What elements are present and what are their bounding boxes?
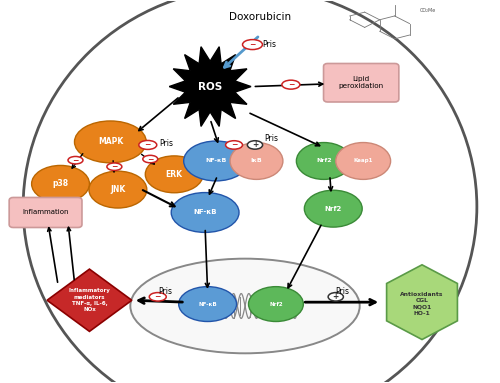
Ellipse shape	[226, 141, 242, 149]
Text: Pris: Pris	[264, 134, 278, 143]
Ellipse shape	[248, 286, 304, 321]
FancyBboxPatch shape	[324, 64, 399, 102]
Ellipse shape	[74, 121, 146, 163]
Ellipse shape	[150, 293, 166, 301]
Text: Nrf2: Nrf2	[269, 301, 282, 306]
Text: Pris: Pris	[262, 40, 276, 49]
Text: +: +	[332, 292, 339, 301]
Text: Lipid
peroxidation: Lipid peroxidation	[338, 76, 384, 89]
Text: −: −	[147, 155, 154, 164]
Ellipse shape	[107, 163, 122, 170]
Text: −: −	[231, 141, 237, 149]
Ellipse shape	[23, 0, 477, 383]
Text: Nrf2: Nrf2	[324, 206, 342, 212]
Ellipse shape	[89, 171, 147, 208]
Text: −: −	[250, 40, 256, 49]
Ellipse shape	[304, 190, 362, 227]
Text: Pris: Pris	[335, 287, 349, 296]
Text: Pris: Pris	[158, 287, 172, 296]
Ellipse shape	[178, 286, 236, 321]
Text: MAPK: MAPK	[98, 137, 123, 146]
Ellipse shape	[32, 165, 90, 202]
Text: −: −	[154, 292, 161, 301]
Ellipse shape	[282, 80, 300, 89]
Text: ERK: ERK	[166, 170, 182, 179]
Ellipse shape	[328, 293, 344, 301]
Text: CO₂Me: CO₂Me	[420, 8, 436, 13]
Text: JNK: JNK	[110, 185, 126, 194]
Text: NF-κB: NF-κB	[194, 210, 217, 216]
Text: Antioxidants
CGL
NQO1
HO-1: Antioxidants CGL NQO1 HO-1	[400, 292, 444, 316]
Text: −: −	[288, 80, 294, 89]
Text: Inflammatory
mediators
TNF-α, IL-6,
NOx: Inflammatory mediators TNF-α, IL-6, NOx	[68, 288, 110, 312]
Text: Inflammation: Inflammation	[22, 210, 69, 216]
Text: NF-κB: NF-κB	[206, 159, 227, 164]
Polygon shape	[169, 47, 251, 126]
Text: ROS: ROS	[198, 82, 222, 92]
Text: Doxorubicin: Doxorubicin	[229, 12, 291, 22]
Text: p38: p38	[52, 179, 68, 188]
Ellipse shape	[143, 155, 158, 163]
Polygon shape	[386, 265, 458, 340]
Ellipse shape	[248, 141, 262, 149]
Text: −: −	[111, 162, 117, 171]
FancyBboxPatch shape	[9, 198, 82, 228]
Polygon shape	[47, 269, 132, 331]
Text: −: −	[144, 141, 151, 149]
Ellipse shape	[230, 142, 283, 179]
Text: NF-κB: NF-κB	[198, 301, 217, 306]
Ellipse shape	[146, 156, 203, 193]
Ellipse shape	[68, 157, 83, 164]
Text: Nrf2: Nrf2	[316, 159, 332, 164]
Text: +: +	[252, 141, 258, 149]
Ellipse shape	[242, 39, 262, 49]
Ellipse shape	[130, 259, 360, 353]
Ellipse shape	[184, 141, 248, 181]
Ellipse shape	[296, 142, 351, 179]
Ellipse shape	[139, 141, 157, 149]
Ellipse shape	[336, 142, 390, 179]
Text: −: −	[72, 156, 78, 165]
Text: Keap1: Keap1	[354, 159, 373, 164]
Text: IκB: IκB	[250, 159, 262, 164]
Ellipse shape	[171, 193, 239, 232]
Text: Pris: Pris	[160, 139, 173, 148]
